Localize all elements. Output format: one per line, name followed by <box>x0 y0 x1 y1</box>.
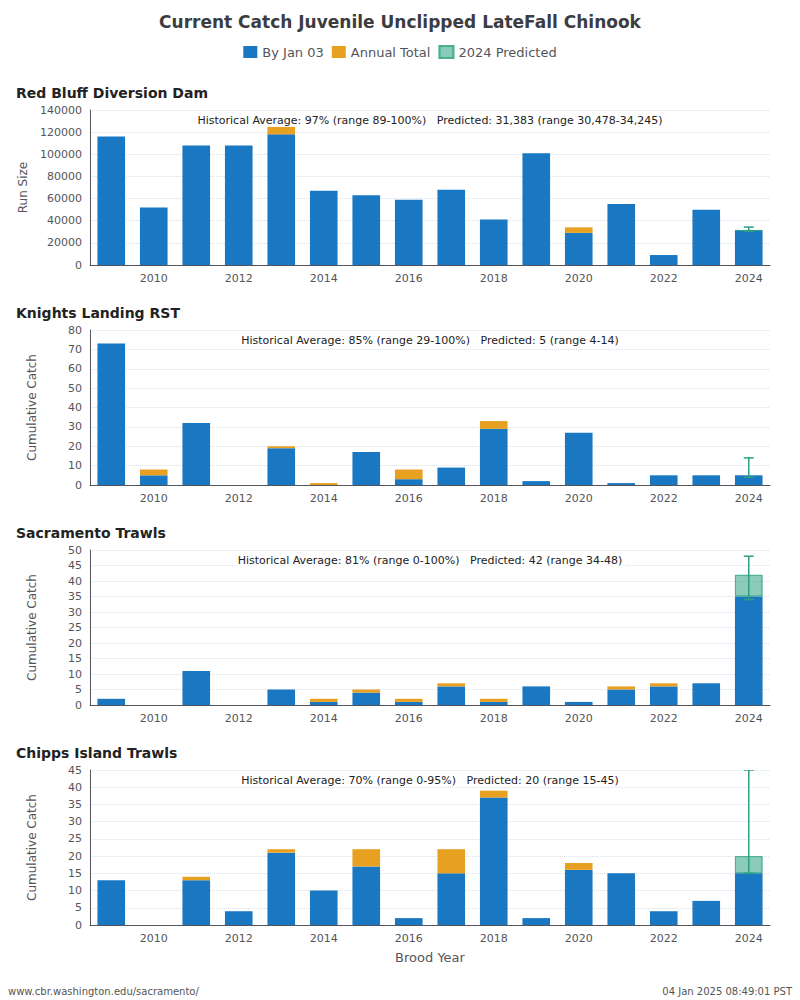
svg-text:2014: 2014 <box>310 492 338 505</box>
svg-text:2010: 2010 <box>140 272 168 285</box>
svg-text:2024: 2024 <box>735 712 763 725</box>
svg-text:35: 35 <box>68 590 82 603</box>
svg-text:2014: 2014 <box>310 932 338 945</box>
svg-text:15: 15 <box>68 652 82 665</box>
svg-text:Historical Average: 97% (range: Historical Average: 97% (range 89-100%) … <box>197 114 662 127</box>
svg-text:20: 20 <box>68 440 82 453</box>
svg-text:2010: 2010 <box>140 492 168 505</box>
svg-text:www.cbr.washington.edu/sacrame: www.cbr.washington.edu/sacramento/ <box>8 986 199 997</box>
svg-text:0: 0 <box>75 919 82 932</box>
svg-text:Chipps Island Trawls: Chipps Island Trawls <box>16 745 177 761</box>
svg-text:40: 40 <box>68 575 82 588</box>
svg-text:80000: 80000 <box>47 170 82 183</box>
svg-text:70: 70 <box>68 343 82 356</box>
svg-text:Sacramento Trawls: Sacramento Trawls <box>16 525 166 541</box>
svg-text:2020: 2020 <box>565 492 593 505</box>
svg-text:2016: 2016 <box>395 712 423 725</box>
svg-text:0: 0 <box>75 259 82 272</box>
svg-text:2024: 2024 <box>735 492 763 505</box>
svg-text:Brood Year: Brood Year <box>395 950 465 965</box>
svg-text:40: 40 <box>68 401 82 414</box>
svg-text:100000: 100000 <box>40 148 82 161</box>
svg-text:2012: 2012 <box>225 712 253 725</box>
svg-text:25: 25 <box>68 832 82 845</box>
svg-text:Cumulative Catch: Cumulative Catch <box>25 354 39 461</box>
svg-text:Historical Average: 85% (range: Historical Average: 85% (range 29-100%) … <box>241 334 619 347</box>
svg-text:45: 45 <box>68 559 82 572</box>
svg-text:2024: 2024 <box>735 932 763 945</box>
svg-text:Historical Average: 81% (range: Historical Average: 81% (range 0-100%) P… <box>238 554 623 567</box>
svg-text:2020: 2020 <box>565 272 593 285</box>
svg-text:2020: 2020 <box>565 712 593 725</box>
svg-text:10: 10 <box>68 668 82 681</box>
svg-text:40: 40 <box>68 781 82 794</box>
svg-text:Historical Average: 70% (range: Historical Average: 70% (range 0-95%) Pr… <box>241 774 619 787</box>
svg-text:0: 0 <box>75 479 82 492</box>
svg-text:2024 Predicted: 2024 Predicted <box>458 45 556 60</box>
svg-text:0: 0 <box>75 699 82 712</box>
svg-text:2020: 2020 <box>565 932 593 945</box>
svg-text:140000: 140000 <box>40 104 82 117</box>
svg-text:2018: 2018 <box>480 492 508 505</box>
svg-text:Current Catch Juvenile Unclipp: Current Catch Juvenile Unclipped LateFal… <box>159 12 642 32</box>
svg-text:80: 80 <box>68 324 82 337</box>
svg-text:30: 30 <box>68 606 82 619</box>
svg-text:By Jan 03: By Jan 03 <box>262 45 323 60</box>
svg-text:2018: 2018 <box>480 932 508 945</box>
svg-text:2022: 2022 <box>650 492 678 505</box>
svg-text:10: 10 <box>68 884 82 897</box>
svg-text:20: 20 <box>68 637 82 650</box>
svg-text:40000: 40000 <box>47 214 82 227</box>
svg-text:5: 5 <box>75 901 82 914</box>
svg-text:04 Jan 2025 08:49:01 PST: 04 Jan 2025 08:49:01 PST <box>662 986 793 997</box>
svg-text:2024: 2024 <box>735 272 763 285</box>
svg-text:2022: 2022 <box>650 712 678 725</box>
svg-text:50: 50 <box>68 382 82 395</box>
svg-text:10: 10 <box>68 459 82 472</box>
svg-text:Cumulative Catch: Cumulative Catch <box>25 794 39 901</box>
svg-text:2014: 2014 <box>310 272 338 285</box>
svg-text:Run Size: Run Size <box>16 162 30 213</box>
svg-text:30: 30 <box>68 815 82 828</box>
svg-text:2010: 2010 <box>140 712 168 725</box>
svg-text:Annual Total: Annual Total <box>351 45 431 60</box>
svg-text:15: 15 <box>68 867 82 880</box>
svg-text:45: 45 <box>68 764 82 777</box>
svg-text:2010: 2010 <box>140 932 168 945</box>
svg-text:5: 5 <box>75 683 82 696</box>
svg-text:30: 30 <box>68 420 82 433</box>
svg-text:60000: 60000 <box>47 192 82 205</box>
svg-text:2022: 2022 <box>650 272 678 285</box>
svg-text:2016: 2016 <box>395 272 423 285</box>
svg-text:50: 50 <box>68 544 82 557</box>
svg-text:20000: 20000 <box>47 236 82 249</box>
svg-text:2012: 2012 <box>225 932 253 945</box>
svg-text:Knights Landing RST: Knights Landing RST <box>16 305 180 321</box>
svg-text:2016: 2016 <box>395 492 423 505</box>
svg-text:2012: 2012 <box>225 272 253 285</box>
svg-text:2018: 2018 <box>480 272 508 285</box>
svg-text:60: 60 <box>68 362 82 375</box>
svg-text:2014: 2014 <box>310 712 338 725</box>
svg-text:2022: 2022 <box>650 932 678 945</box>
svg-text:2016: 2016 <box>395 932 423 945</box>
svg-text:120000: 120000 <box>40 126 82 139</box>
svg-text:35: 35 <box>68 798 82 811</box>
svg-text:2012: 2012 <box>225 492 253 505</box>
svg-text:20: 20 <box>68 850 82 863</box>
svg-text:25: 25 <box>68 621 82 634</box>
svg-text:Red Bluff Diversion Dam: Red Bluff Diversion Dam <box>16 85 208 101</box>
svg-text:2018: 2018 <box>480 712 508 725</box>
svg-text:Cumulative Catch: Cumulative Catch <box>25 574 39 681</box>
